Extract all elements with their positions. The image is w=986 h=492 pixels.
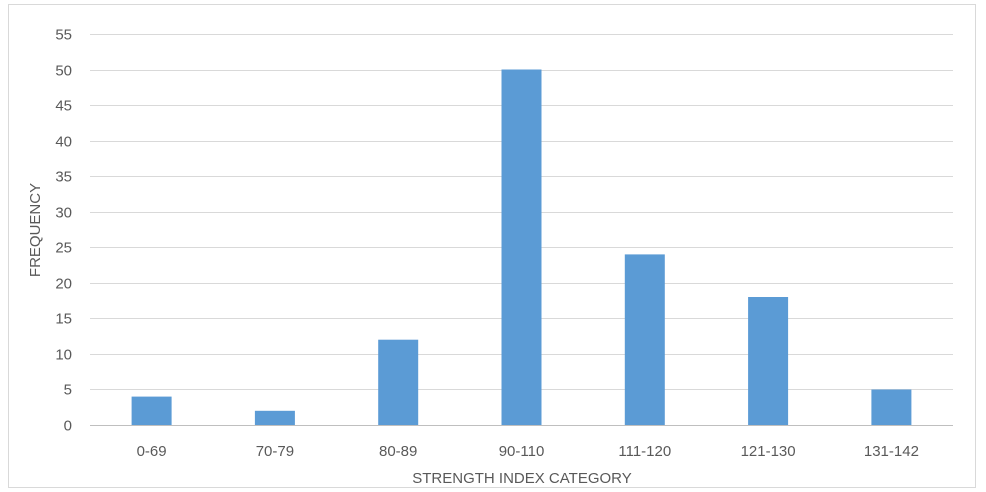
y-tick-label: 30: [55, 205, 72, 222]
y-tick-label: 0: [64, 418, 72, 435]
x-tick-label: 70-79: [256, 443, 294, 460]
y-tick-label: 40: [55, 134, 72, 151]
y-tick-label: 45: [55, 98, 72, 115]
y-tick-label: 50: [55, 63, 72, 80]
y-tick-label: 15: [55, 311, 72, 328]
bars: [131, 69, 912, 425]
bar-111-120: [624, 254, 665, 425]
x-tick-label: 121-130: [741, 443, 796, 460]
x-tick-label: 80-89: [379, 443, 417, 460]
x-axis-title: STRENGTH INDEX CATEGORY: [412, 470, 631, 487]
y-tick-labels: 0 5 10 15 20 25 30 35 40 45 50 55: [55, 27, 72, 435]
x-tick-label: 131-142: [864, 443, 919, 460]
bar-0-69: [131, 396, 172, 425]
y-tick-label: 25: [55, 240, 72, 257]
x-tick-label: 0-69: [137, 443, 167, 460]
y-tick-label: 10: [55, 347, 72, 364]
x-tick-label: 111-120: [618, 443, 671, 460]
x-tick-labels: 0-69 70-79 80-89 90-110 111-120 121-130 131-14…: [137, 443, 919, 460]
y-tick-label: 5: [64, 382, 72, 399]
bar-131-142: [871, 389, 912, 425]
bar-121-130: [748, 297, 789, 425]
bar-80-89: [378, 339, 419, 425]
y-axis-title: FREQUENCY: [27, 183, 44, 277]
bar-70-79: [254, 410, 295, 425]
y-tick-label: 20: [55, 276, 72, 293]
y-tick-label: 35: [55, 169, 72, 186]
y-tick-label: 55: [55, 27, 72, 44]
x-tick-label: 90-110: [499, 443, 545, 460]
bar-90-110: [501, 69, 542, 425]
